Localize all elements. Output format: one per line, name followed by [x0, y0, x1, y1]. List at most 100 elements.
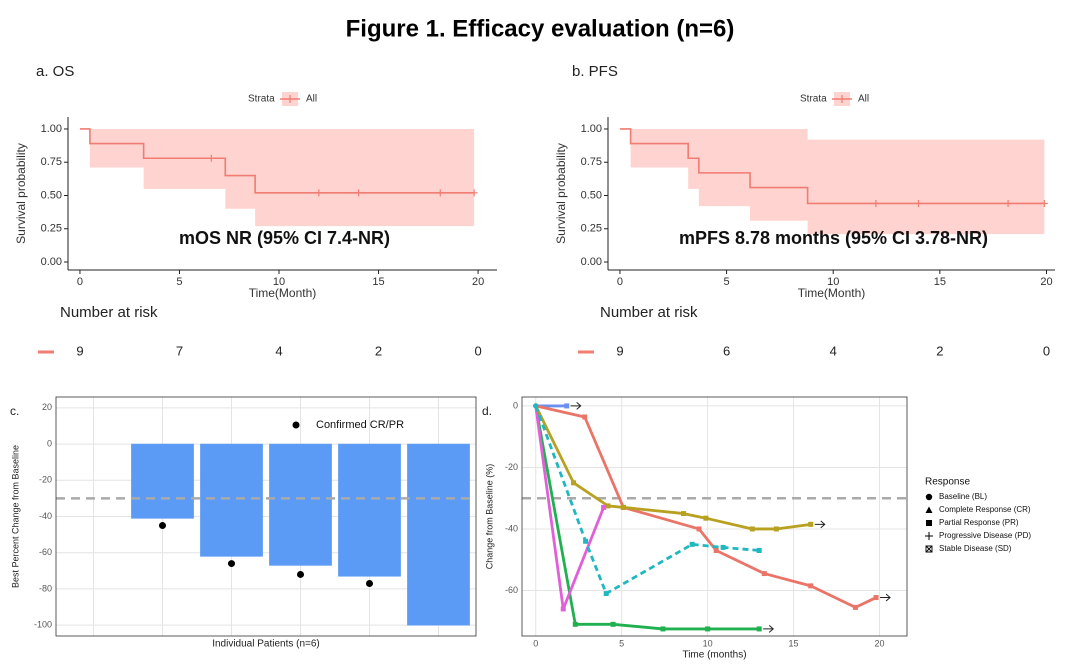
- y-tick-label: 0.50: [581, 189, 602, 201]
- legend-label: Partial Response (PR): [939, 518, 1019, 527]
- y-tick-label: -60: [39, 547, 52, 557]
- legend-label: Progressive Disease (PD): [939, 531, 1031, 540]
- censor-mark: [436, 189, 444, 197]
- y-tick-label: 20: [42, 402, 52, 412]
- point-marker: [601, 504, 607, 510]
- risk-count: 4: [830, 343, 837, 358]
- point-marker: [705, 626, 711, 632]
- panel-label: a. OS: [36, 63, 74, 80]
- x-tick-label: 15: [789, 638, 799, 648]
- censor-mark: [207, 154, 215, 162]
- y-axis-label: Best Percent Change from Baseline: [10, 445, 20, 588]
- censor-mark: [355, 189, 363, 197]
- legend-symbol: [926, 520, 932, 526]
- y-tick-label: -80: [39, 583, 52, 593]
- point-marker: [572, 621, 578, 627]
- legend-label: Stable Disease (SD): [939, 544, 1012, 553]
- ongoing-arrow: [880, 593, 891, 602]
- y-tick-label: 1.00: [41, 123, 62, 135]
- point-marker: [873, 595, 879, 601]
- point-marker: [808, 521, 814, 527]
- point-marker: [761, 571, 767, 577]
- panel-label: d.: [482, 404, 492, 418]
- y-tick-label: -100: [34, 620, 52, 630]
- point-marker: [749, 526, 755, 532]
- x-tick-label: 10: [703, 638, 713, 648]
- y-tick-label: -40: [39, 511, 52, 521]
- x-tick-label: 5: [619, 638, 624, 648]
- point-marker: [582, 414, 588, 420]
- bar: [269, 443, 332, 566]
- legend-label: Baseline (BL): [939, 492, 987, 501]
- confidence-band: [619, 128, 1045, 235]
- panel-label: b. PFS: [572, 63, 618, 80]
- x-tick-label: 20: [1040, 276, 1052, 288]
- legend-symbol: [925, 493, 933, 501]
- response-marker: [228, 560, 235, 568]
- point-marker: [571, 480, 577, 486]
- risk-count: 2: [936, 343, 943, 358]
- panel-label: c.: [10, 404, 19, 418]
- patient-line: [535, 404, 877, 609]
- point-marker: [605, 503, 611, 509]
- censor-mark: [872, 199, 880, 207]
- point-marker: [564, 403, 570, 409]
- bar: [200, 443, 263, 557]
- point-marker: [703, 515, 709, 521]
- marker-legend-dot: [292, 421, 300, 429]
- x-axis-label: Individual Patients (n=6): [212, 639, 320, 650]
- risk-table-title: Number at risk: [60, 304, 158, 321]
- y-tick-label: 0: [47, 438, 52, 448]
- point-marker: [610, 621, 616, 627]
- x-tick-label: 0: [77, 276, 83, 288]
- x-axis-label: Time (months): [682, 650, 746, 661]
- y-tick-label: 0.75: [581, 156, 602, 168]
- y-tick-label: -60: [505, 585, 518, 595]
- legend-title: Strata: [800, 94, 827, 105]
- x-tick-label: 5: [724, 276, 730, 288]
- response-marker: [366, 579, 373, 587]
- y-tick-label: 0.75: [41, 156, 62, 168]
- point-marker: [696, 526, 702, 532]
- legend-symbol: [925, 532, 933, 540]
- patient-line: [534, 405, 760, 595]
- figure-title: Figure 1. Efficacy evaluation (n=6): [346, 15, 735, 42]
- x-tick-label: 10: [827, 276, 839, 288]
- bar: [407, 443, 470, 626]
- x-tick-label: 10: [273, 276, 285, 288]
- y-axis-label: Change from Baseline (%): [484, 464, 494, 570]
- patient-line: [534, 405, 760, 631]
- ongoing-arrow: [814, 520, 826, 529]
- censor-mark: [1040, 199, 1048, 207]
- point-marker: [756, 547, 762, 553]
- risk-count: 0: [474, 343, 481, 358]
- y-tick-label: -20: [505, 462, 518, 472]
- marker-legend-label: Confirmed CR/PR: [316, 419, 404, 431]
- x-tick-label: 15: [934, 276, 946, 288]
- legend-label: All: [858, 94, 869, 105]
- risk-count: 4: [275, 343, 282, 358]
- y-axis-label: Survival probability: [554, 143, 568, 244]
- censor-mark: [1004, 199, 1012, 207]
- x-tick-label: 0: [533, 638, 538, 648]
- risk-count: 7: [176, 343, 183, 358]
- annotation: mOS NR (95% CI 7.4-NR): [179, 228, 390, 248]
- legend-label: All: [306, 94, 317, 105]
- y-axis-label: Survival probability: [14, 143, 28, 244]
- risk-count: 6: [723, 343, 730, 358]
- point-marker: [681, 511, 687, 517]
- y-tick-label: 0.00: [41, 256, 62, 268]
- annotation: mPFS 8.78 months (95% CI 3.78-NR): [679, 228, 988, 248]
- plot-border: [521, 396, 908, 637]
- ongoing-arrow: [570, 402, 582, 410]
- bar: [131, 443, 194, 519]
- legend-symbol: [925, 506, 933, 513]
- point-marker: [720, 544, 726, 550]
- y-tick-label: 0.25: [41, 223, 62, 235]
- confidence-band: [79, 128, 475, 227]
- censor-mark: [315, 189, 323, 197]
- y-tick-label: 0.25: [581, 223, 602, 235]
- risk-count: 9: [616, 343, 623, 358]
- x-tick-label: 20: [874, 638, 884, 648]
